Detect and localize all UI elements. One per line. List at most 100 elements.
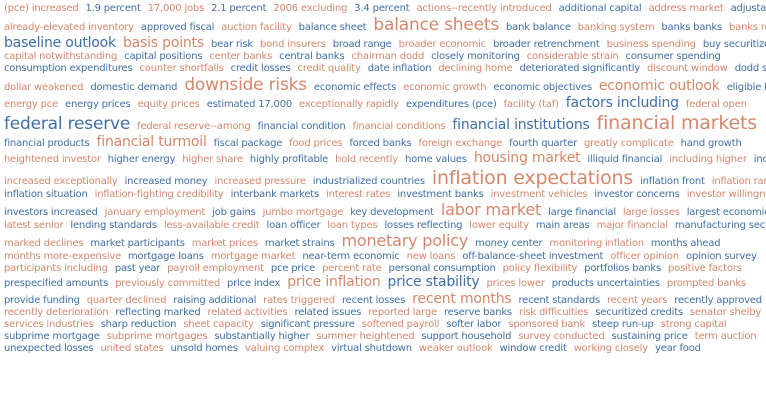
cloud-term[interactable]: date inflation <box>367 63 432 75</box>
cloud-term[interactable]: interest rates <box>326 189 391 201</box>
cloud-term[interactable]: unsold homes <box>170 342 238 354</box>
cloud-term[interactable]: softer labor <box>446 319 502 331</box>
cloud-term[interactable]: portfolios banks <box>584 262 661 274</box>
cloud-term[interactable]: off-balance-sheet investment <box>462 250 604 262</box>
cloud-term[interactable]: recent standards <box>518 294 600 306</box>
cloud-term[interactable]: prompted banks <box>666 278 746 290</box>
cloud-term[interactable]: monetary policy <box>341 230 469 250</box>
cloud-term[interactable]: counter shortfalls <box>139 63 224 75</box>
cloud-term[interactable]: investor willingness <box>686 189 766 201</box>
cloud-term[interactable]: manufacturing sectors <box>674 220 766 232</box>
cloud-term[interactable]: mortgage market <box>210 250 296 262</box>
cloud-term[interactable]: quarter declined <box>86 294 167 306</box>
cloud-term[interactable]: energy pce <box>4 99 59 110</box>
cloud-term[interactable]: related activities <box>207 307 288 319</box>
cloud-term[interactable]: money center <box>475 237 543 249</box>
cloud-term[interactable]: personal consumption <box>388 262 496 274</box>
cloud-term[interactable]: consumption expenditures <box>4 63 133 75</box>
cloud-term[interactable]: year food <box>654 342 701 354</box>
cloud-term[interactable]: eligible borrowers <box>726 81 766 93</box>
cloud-term[interactable]: increased pressure <box>214 175 306 187</box>
cloud-term[interactable]: reflecting marked <box>115 307 201 319</box>
cloud-term[interactable]: financial condition <box>257 120 346 132</box>
cloud-term[interactable]: investor concerns <box>594 189 680 201</box>
cloud-term[interactable]: prespecified amounts <box>4 278 109 290</box>
cloud-term[interactable]: new loans <box>406 250 456 262</box>
cloud-term[interactable]: discount window <box>647 63 728 75</box>
cloud-term[interactable]: credit quality <box>297 63 361 75</box>
cloud-term[interactable]: rates triggered <box>263 294 335 306</box>
cloud-term[interactable]: greatly complicate <box>583 137 674 149</box>
cloud-term[interactable]: unexpected losses <box>4 342 94 354</box>
cloud-term[interactable]: lending standards <box>70 220 157 232</box>
cloud-term[interactable]: raising additional <box>173 294 257 306</box>
cloud-term[interactable]: 17,000 jobs <box>147 3 205 14</box>
cloud-term[interactable]: previously committed <box>115 278 221 290</box>
cloud-term[interactable]: recently deterioration <box>4 307 109 319</box>
cloud-term[interactable]: risk difficulties <box>518 307 589 319</box>
cloud-term[interactable]: approved fiscal <box>140 21 215 33</box>
cloud-term[interactable]: job gains <box>212 207 256 219</box>
cloud-term[interactable]: january employment <box>104 207 206 219</box>
cloud-term[interactable]: softened payroll <box>361 319 440 331</box>
cloud-term[interactable]: percent rate <box>322 262 382 274</box>
cloud-term[interactable]: financial institutions <box>452 116 590 133</box>
cloud-term[interactable]: survey conducted <box>518 330 605 342</box>
cloud-term[interactable]: higher share <box>182 154 243 166</box>
cloud-term[interactable]: energy prices <box>65 99 131 110</box>
cloud-term[interactable]: increased 3.4 <box>753 154 766 166</box>
cloud-term[interactable]: broader retrenchment <box>492 38 600 50</box>
cloud-term[interactable]: expenditures (pce) <box>405 99 497 110</box>
cloud-term[interactable]: foreign exchange <box>418 137 503 149</box>
cloud-term[interactable]: exceptionally rapidly <box>299 99 399 110</box>
cloud-term[interactable]: securitized credits <box>595 307 683 319</box>
cloud-term[interactable]: monitoring inflation <box>549 237 644 249</box>
cloud-term[interactable]: dodd senator <box>734 63 766 75</box>
cloud-term[interactable]: actions--recently introduced <box>416 3 552 14</box>
cloud-term[interactable]: including higher <box>669 154 747 166</box>
cloud-term[interactable]: sponsored bank <box>508 319 586 331</box>
cloud-term[interactable]: reserve banks <box>443 307 512 319</box>
cloud-term[interactable]: services industries <box>4 319 94 331</box>
cloud-term[interactable]: subprime mortgages <box>106 330 208 342</box>
cloud-term[interactable]: support household <box>421 330 512 342</box>
cloud-term[interactable]: mortgage loans <box>127 250 204 262</box>
cloud-term[interactable]: market prices <box>191 237 258 249</box>
cloud-term[interactable]: auction facility <box>221 21 292 33</box>
cloud-term[interactable]: interbank markets <box>230 189 320 201</box>
cloud-term[interactable]: window credit <box>499 342 567 354</box>
cloud-term[interactable]: participants including <box>4 262 108 274</box>
cloud-term[interactable]: large losses <box>622 207 680 219</box>
cloud-term[interactable]: recent years <box>606 294 668 306</box>
cloud-term[interactable]: dollar weakened <box>4 81 84 93</box>
cloud-term[interactable]: term auction <box>694 330 757 342</box>
cloud-term[interactable]: payroll employment <box>167 262 264 274</box>
cloud-term[interactable]: industrialized countries <box>312 175 425 187</box>
cloud-term[interactable]: hold recently <box>335 154 398 166</box>
cloud-term[interactable]: sustaining price <box>611 330 688 342</box>
cloud-term[interactable]: summer heightened <box>316 330 415 342</box>
cloud-term[interactable]: address market <box>648 3 724 14</box>
cloud-term[interactable]: 1.9 percent <box>85 3 141 14</box>
cloud-term[interactable]: jumbo mortgage <box>262 207 344 219</box>
cloud-term[interactable]: central banks <box>279 51 345 63</box>
cloud-term[interactable]: banks banks <box>661 21 722 33</box>
cloud-term[interactable]: marked declines <box>4 237 84 249</box>
cloud-term[interactable]: balance sheet <box>298 21 367 33</box>
cloud-term[interactable]: economic growth <box>403 81 487 93</box>
cloud-term[interactable]: capital notwithstanding <box>4 51 118 63</box>
cloud-term[interactable]: closely monitoring <box>431 51 520 63</box>
cloud-term[interactable]: related issues <box>294 307 362 319</box>
cloud-term[interactable]: heightened investor <box>4 154 101 166</box>
cloud-term[interactable]: working closely <box>573 342 648 354</box>
cloud-term[interactable]: market participants <box>90 237 185 249</box>
cloud-term[interactable]: hand growth <box>680 137 742 149</box>
cloud-term[interactable]: inflation-fighting credibility <box>94 189 224 201</box>
cloud-term[interactable]: (pce) increased <box>4 3 79 14</box>
cloud-term[interactable]: illiquid financial <box>587 154 663 166</box>
cloud-term[interactable]: inflation front <box>640 175 705 187</box>
cloud-term[interactable]: balance sheets <box>373 14 500 35</box>
cloud-term[interactable]: sharp reduction <box>100 319 177 331</box>
cloud-term[interactable]: 2006 excluding <box>273 3 348 14</box>
cloud-term[interactable]: fourth quarter <box>509 137 577 149</box>
